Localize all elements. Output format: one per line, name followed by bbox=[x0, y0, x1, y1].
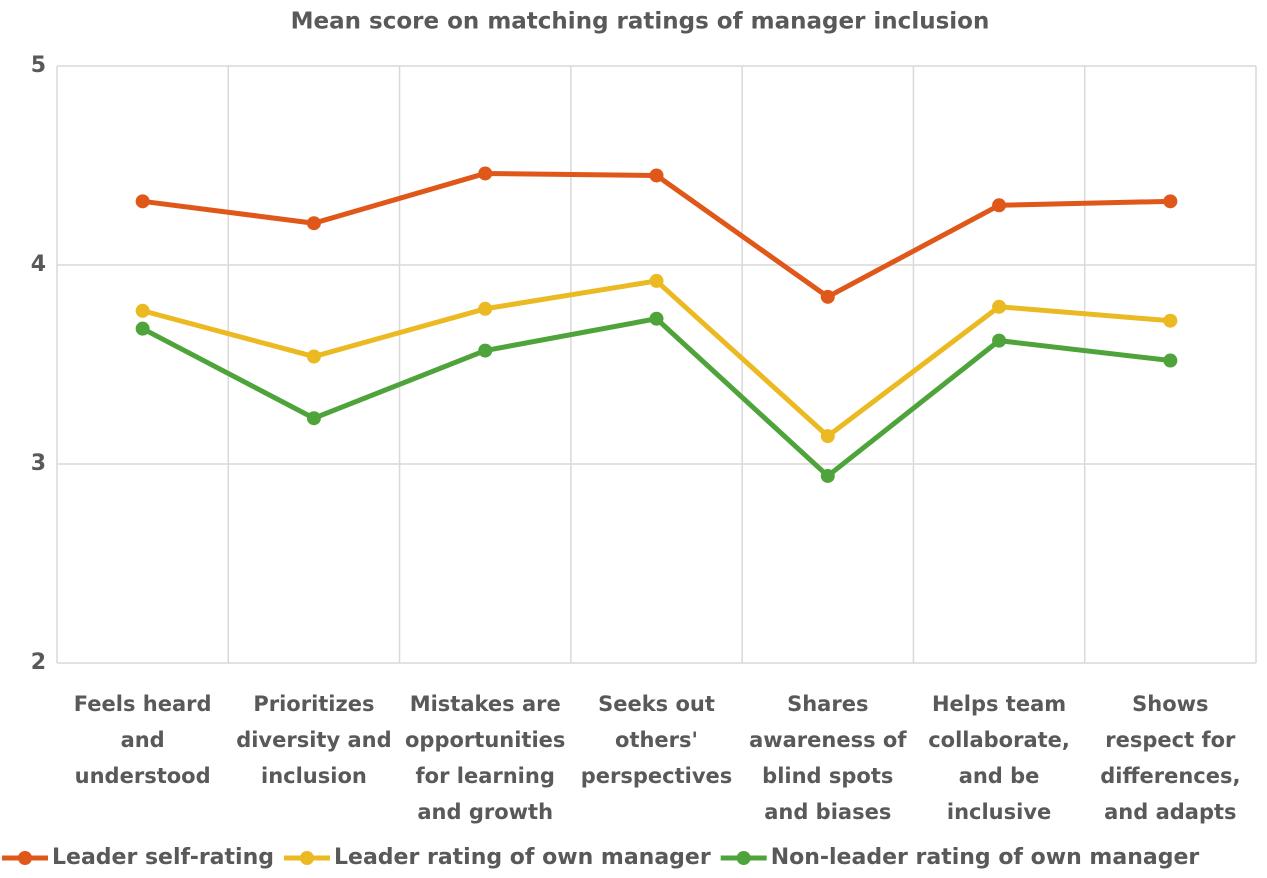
legend-marker bbox=[18, 851, 32, 865]
data-point bbox=[135, 321, 150, 336]
data-point bbox=[992, 198, 1007, 213]
x-tick-label: Feels heard and understood bbox=[73, 692, 212, 788]
legend-marker bbox=[736, 851, 751, 865]
data-point bbox=[649, 273, 664, 288]
data-point bbox=[1163, 313, 1178, 328]
x-tick-label: Prioritizes diversity and inclusion bbox=[236, 692, 392, 788]
data-point bbox=[649, 311, 664, 326]
data-point bbox=[478, 166, 493, 181]
legend-label: Leader self-rating bbox=[52, 845, 274, 870]
data-point bbox=[820, 468, 835, 483]
x-tick-label: Seeks out others' perspectives bbox=[580, 692, 733, 788]
data-point bbox=[1163, 353, 1178, 368]
data-point bbox=[135, 194, 150, 209]
x-tick-label: Mistakes are opportunities for learning … bbox=[405, 692, 566, 824]
y-tick-label: 4 bbox=[31, 252, 46, 277]
data-point bbox=[478, 343, 493, 358]
data-point bbox=[992, 333, 1007, 348]
y-tick-label: 3 bbox=[31, 451, 46, 476]
data-point bbox=[306, 349, 321, 364]
legend-label: Non-leader rating of own manager bbox=[771, 845, 1200, 870]
x-tick-label: Helps team collaborate, and be inclusive bbox=[928, 692, 1070, 824]
data-point bbox=[478, 301, 493, 316]
data-point bbox=[306, 216, 321, 231]
x-tick-label: Shares awareness of blind spots and bias… bbox=[749, 692, 907, 824]
legend-label: Leader rating of own manager bbox=[334, 845, 711, 870]
x-tick-label: Shows respect for differences, and adapt… bbox=[1100, 692, 1241, 824]
series-line bbox=[141, 316, 1171, 479]
y-tick-label: 5 bbox=[31, 53, 46, 78]
chart-title: Mean score on matching ratings of manage… bbox=[291, 9, 990, 35]
data-point bbox=[1163, 194, 1178, 209]
y-tick-label: 2 bbox=[31, 650, 46, 675]
series-line bbox=[141, 278, 1171, 439]
data-point bbox=[820, 289, 835, 304]
legend-marker bbox=[300, 851, 314, 865]
data-point bbox=[135, 303, 150, 318]
data-point bbox=[992, 299, 1007, 314]
data-point bbox=[649, 168, 664, 183]
data-point bbox=[820, 429, 835, 444]
data-point bbox=[306, 411, 321, 426]
